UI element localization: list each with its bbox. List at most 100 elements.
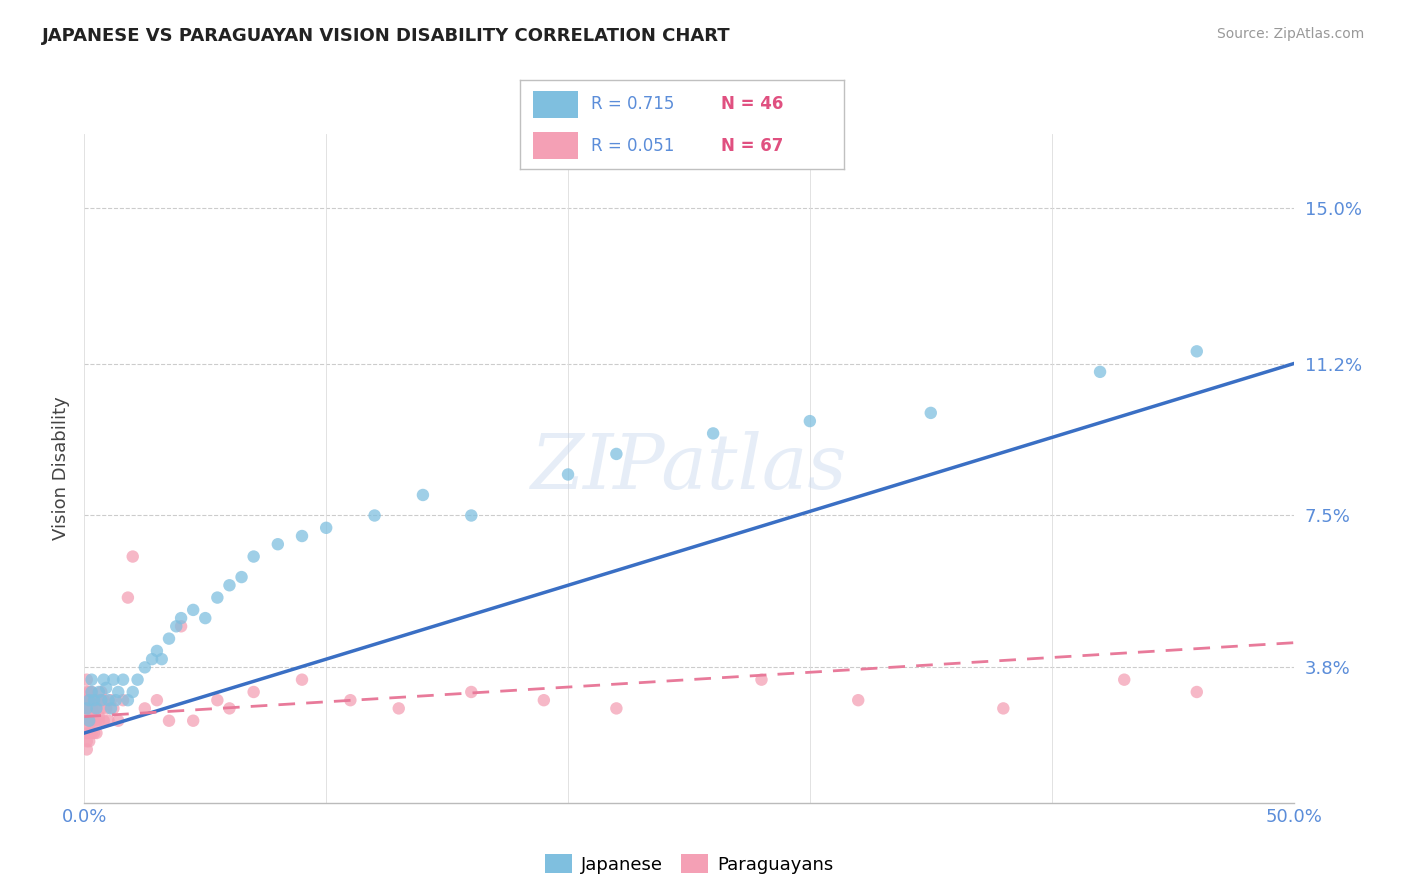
Point [533,693,555,707]
Point [94,701,117,715]
Point [76,734,98,748]
Point [460,685,482,699]
Point [94,681,117,695]
Point [90,701,112,715]
Point [80,673,103,687]
Point [77,693,100,707]
Point [103,673,125,687]
Point [1185,685,1208,699]
Point [87,714,110,728]
Point [100,701,122,715]
Point [112,673,135,687]
Point [80,693,103,707]
Point [751,673,773,687]
Text: R = 0.715: R = 0.715 [592,95,675,113]
Text: Source: ZipAtlas.com: Source: ZipAtlas.com [1216,27,1364,41]
Legend: Japanese, Paraguayans: Japanese, Paraguayans [537,847,841,880]
Point [146,644,169,658]
Point [605,701,627,715]
Point [1185,344,1208,359]
Point [207,693,229,707]
Point [77,734,100,748]
Point [93,714,115,728]
Point [76,701,98,715]
Point [157,714,180,728]
Point [83,693,105,707]
Text: JAPANESE VS PARAGUAYAN VISION DISABILITY CORRELATION CHART: JAPANESE VS PARAGUAYAN VISION DISABILITY… [42,27,731,45]
Point [291,529,314,543]
Point [76,693,98,707]
Point [83,714,105,728]
Point [157,632,180,646]
Point [86,693,108,707]
Point [77,709,100,723]
Point [90,685,112,699]
Point [83,701,105,715]
Point [112,693,135,707]
Point [267,537,290,551]
Point [181,603,204,617]
Point [76,726,98,740]
Point [170,611,193,625]
Point [339,693,361,707]
Point [117,693,139,707]
Point [165,619,187,633]
Point [605,447,627,461]
Point [80,714,103,728]
Point [83,726,105,740]
Bar [533,91,578,118]
Point [121,549,143,564]
Point [1088,365,1111,379]
Point [76,714,98,728]
Point [846,693,869,707]
Point [93,673,115,687]
Point [920,406,942,420]
Point [80,701,103,715]
Point [170,619,193,633]
Point [104,693,127,707]
Point [77,726,100,740]
Point [77,693,100,707]
Point [77,685,100,699]
Point [100,693,122,707]
Text: N = 46: N = 46 [721,95,783,113]
Point [141,652,163,666]
Point [76,701,98,715]
Point [90,693,112,707]
Point [97,714,120,728]
Point [80,685,103,699]
Point [993,701,1015,715]
Point [134,701,156,715]
Point [87,709,110,723]
Point [127,673,149,687]
Point [76,742,98,756]
Point [134,660,156,674]
Point [315,521,337,535]
Point [194,611,217,625]
Point [76,701,98,715]
Point [93,693,115,707]
Point [218,701,240,715]
Point [76,709,98,723]
Point [87,693,110,707]
Point [80,709,103,723]
Y-axis label: Vision Disability: Vision Disability [52,396,70,541]
Point [207,591,229,605]
Point [702,426,724,441]
Point [242,685,264,699]
Point [181,714,204,728]
Text: N = 67: N = 67 [721,136,783,155]
Point [77,701,100,715]
Point [107,714,129,728]
Point [97,693,120,707]
Point [799,414,821,428]
Text: ZIPatlas: ZIPatlas [530,432,848,505]
Point [77,714,100,728]
Point [76,673,98,687]
Point [77,714,100,728]
Point [77,701,100,715]
Point [460,508,482,523]
Point [117,591,139,605]
Point [218,578,240,592]
Point [557,467,579,482]
